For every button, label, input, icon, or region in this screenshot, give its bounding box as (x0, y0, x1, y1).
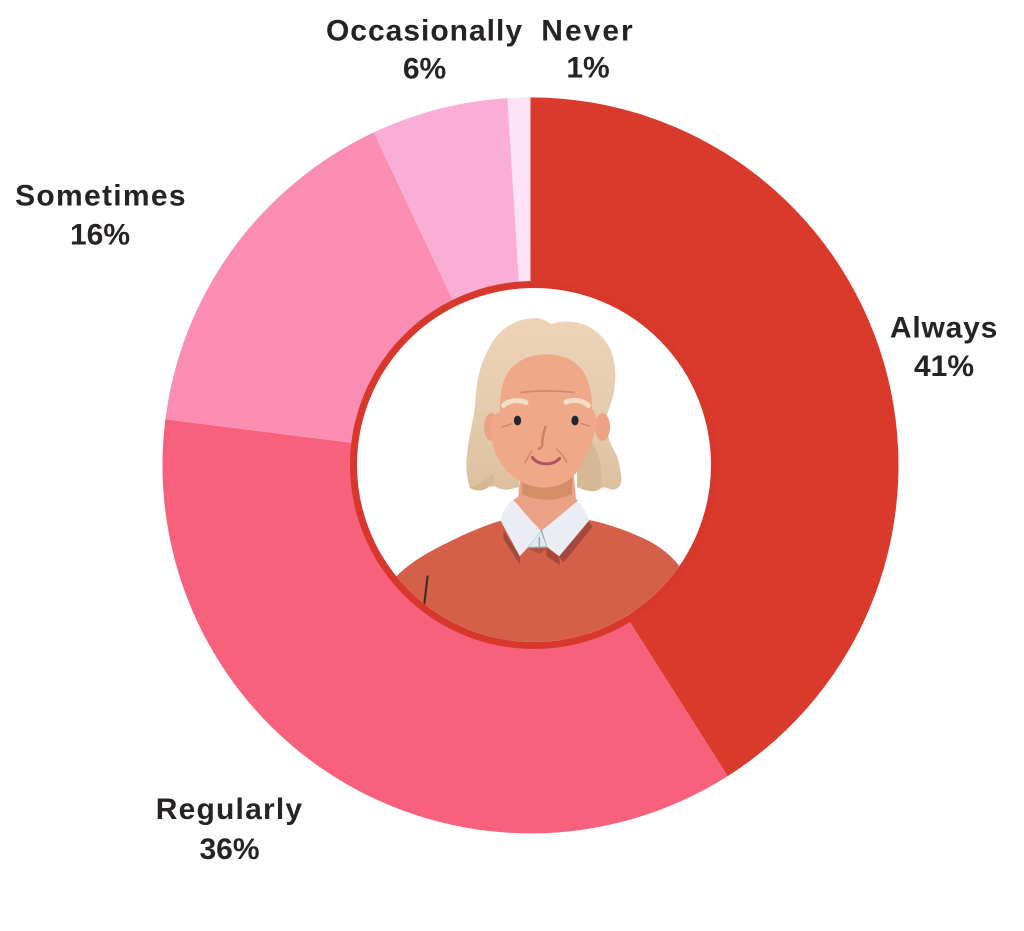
svg-text:36%: 36% (199, 833, 259, 866)
svg-text:16%: 16% (70, 219, 130, 252)
svg-text:Occasionally: Occasionally (326, 15, 523, 48)
svg-text:Sometimes: Sometimes (15, 180, 187, 213)
svg-text:41%: 41% (914, 350, 974, 383)
svg-text:1%: 1% (566, 52, 609, 85)
svg-text:Always: Always (890, 312, 998, 345)
svg-text:6%: 6% (403, 53, 446, 86)
svg-text:Regularly: Regularly (156, 793, 304, 826)
svg-text:Never: Never (541, 15, 634, 48)
